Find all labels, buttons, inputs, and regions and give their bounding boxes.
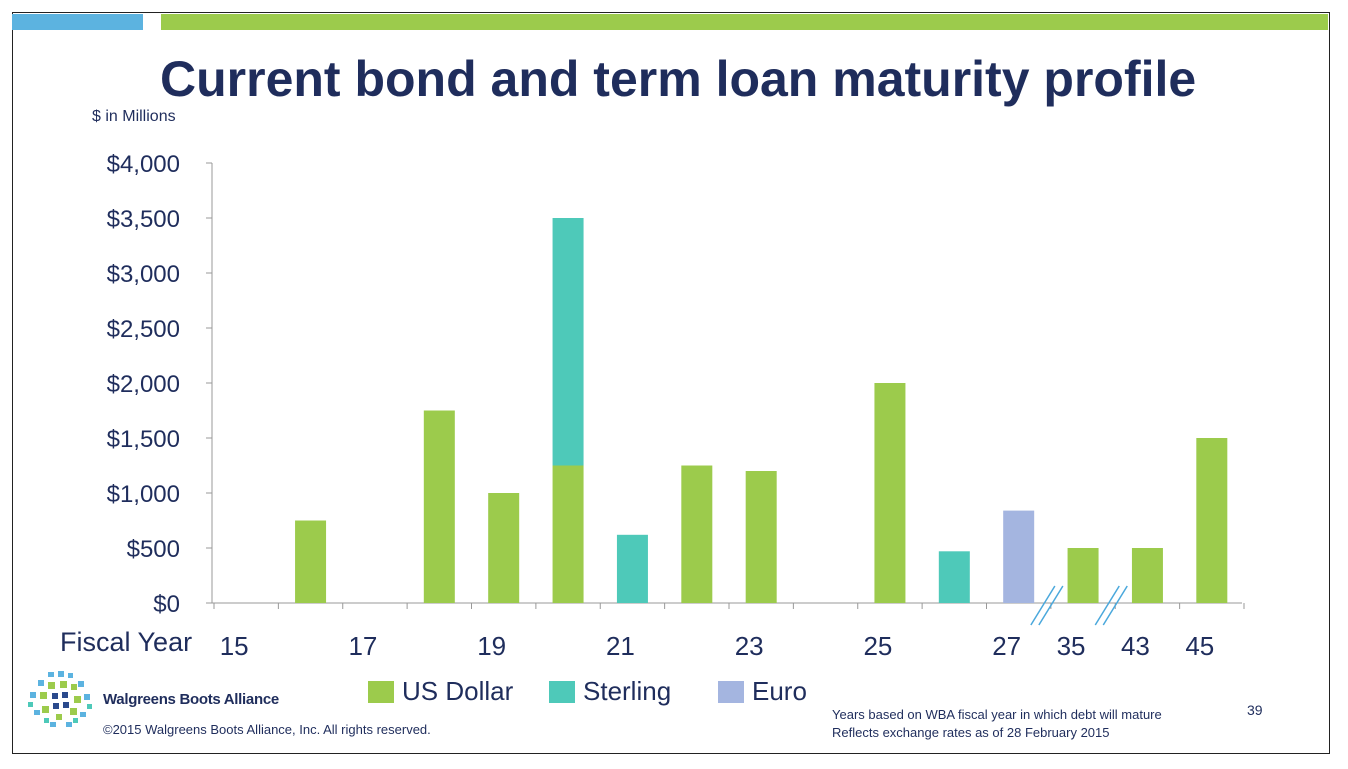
bar-us-dollar-45 bbox=[1196, 438, 1228, 603]
footnote-exchange-rates: Reflects exchange rates as of 28 Februar… bbox=[832, 725, 1110, 740]
bar-us-dollar-18 bbox=[423, 410, 455, 603]
x-tick-label-21: 21 bbox=[606, 631, 635, 661]
legend-label-sterling: Sterling bbox=[583, 676, 672, 706]
bar-euro-27 bbox=[1003, 510, 1035, 603]
bar-us-dollar-19 bbox=[488, 493, 520, 603]
y-tick-label: $3,500 bbox=[107, 206, 180, 233]
legend-swatch-us-dollar bbox=[368, 680, 394, 703]
legend-label-euro: Euro bbox=[752, 676, 807, 706]
walgreens-boots-alliance-logo-icon bbox=[28, 671, 92, 727]
legend-swatch-euro bbox=[718, 680, 744, 703]
bar-sterling-21 bbox=[616, 534, 648, 603]
bar-us-dollar-22 bbox=[681, 465, 713, 603]
header-accent-blue bbox=[12, 14, 143, 30]
x-axis-label: Fiscal Year bbox=[60, 627, 193, 657]
y-tick-label: $3,000 bbox=[107, 261, 180, 288]
y-tick-label: $2,500 bbox=[107, 316, 180, 343]
x-tick-label-45: 45 bbox=[1185, 631, 1214, 661]
x-tick-label-15: 15 bbox=[220, 631, 249, 661]
y-tick-label: $0 bbox=[153, 591, 180, 618]
bar-us-dollar-16 bbox=[295, 520, 327, 603]
axis-break-mark bbox=[1094, 585, 1120, 626]
legend-item-sterling: Sterling bbox=[549, 676, 671, 707]
bar-sterling-20 bbox=[552, 218, 584, 466]
y-tick-label: $500 bbox=[127, 536, 180, 563]
bar-sterling-26 bbox=[938, 551, 970, 603]
bar-us-dollar-23 bbox=[745, 471, 777, 603]
y-tick-label: $1,500 bbox=[107, 426, 180, 453]
page-number: 39 bbox=[1247, 702, 1263, 718]
axis-break-mark bbox=[1038, 585, 1064, 626]
axis-break-mark bbox=[1102, 585, 1128, 626]
bar-us-dollar-25 bbox=[874, 383, 906, 603]
bar-us-dollar-43 bbox=[1131, 548, 1163, 603]
page-title: Current bond and term loan maturity prof… bbox=[160, 51, 1197, 107]
x-tick-label-19: 19 bbox=[477, 631, 506, 661]
x-tick-label-25: 25 bbox=[863, 631, 892, 661]
footnote-fiscal-year: Years based on WBA fiscal year in which … bbox=[832, 707, 1162, 722]
legend-item-euro: Euro bbox=[718, 676, 807, 707]
legend-item-us-dollar: US Dollar bbox=[368, 676, 513, 707]
header-accent-green bbox=[161, 14, 1328, 30]
bar-us-dollar-20 bbox=[552, 465, 584, 603]
axis-break-mark bbox=[1030, 585, 1056, 626]
slide-frame bbox=[12, 12, 1330, 754]
copyright-text: ©2015 Walgreens Boots Alliance, Inc. All… bbox=[103, 722, 431, 737]
company-name: Walgreens Boots Alliance bbox=[103, 691, 279, 708]
x-tick-label-23: 23 bbox=[735, 631, 764, 661]
y-tick-label: $2,000 bbox=[107, 371, 180, 398]
bar-us-dollar-35 bbox=[1067, 548, 1099, 603]
units-label: $ in Millions bbox=[92, 108, 176, 125]
x-tick-label-27: 27 bbox=[992, 631, 1021, 661]
legend-label-us-dollar: US Dollar bbox=[402, 676, 514, 706]
x-tick-label-43: 43 bbox=[1121, 631, 1150, 661]
y-tick-label: $1,000 bbox=[107, 481, 180, 508]
legend-swatch-sterling bbox=[549, 680, 575, 703]
x-tick-label-35: 35 bbox=[1057, 631, 1086, 661]
x-tick-label-17: 17 bbox=[348, 631, 377, 661]
y-tick-label: $4,000 bbox=[107, 151, 180, 178]
